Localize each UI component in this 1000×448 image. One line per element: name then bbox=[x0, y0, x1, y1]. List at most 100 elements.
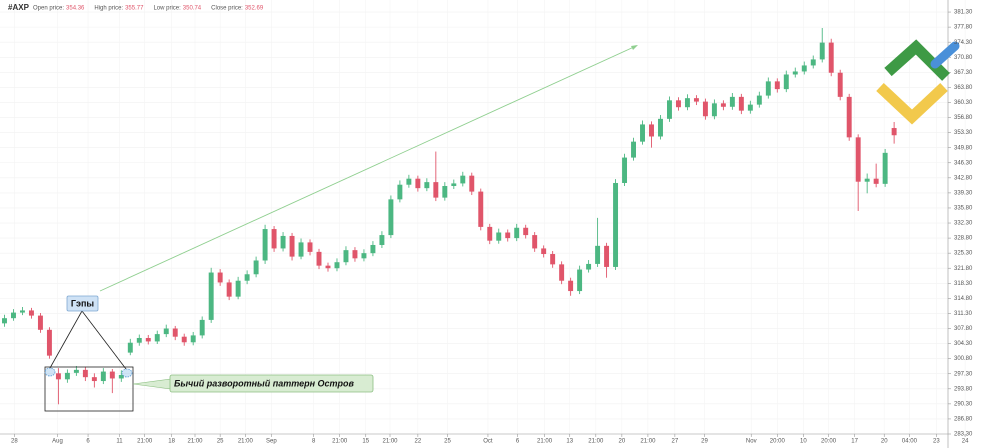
x-tick-label: 20:00 bbox=[770, 439, 786, 445]
y-tick-label: 367.30 bbox=[954, 70, 973, 76]
candle-body bbox=[864, 178, 870, 182]
candle-body bbox=[532, 235, 538, 249]
candle-body bbox=[873, 178, 879, 184]
y-tick-label: 297.30 bbox=[954, 371, 973, 377]
y-tick-label: 328.80 bbox=[954, 236, 973, 242]
candle-body bbox=[325, 265, 331, 269]
candle-body bbox=[217, 272, 223, 283]
candle-body bbox=[514, 227, 520, 239]
candle-body bbox=[711, 103, 717, 117]
candle-body bbox=[55, 373, 61, 380]
gap-circle bbox=[44, 367, 56, 377]
candle-body bbox=[19, 310, 25, 313]
x-tick-label: 23 bbox=[933, 439, 940, 445]
candle-body bbox=[406, 178, 412, 185]
candle-body bbox=[577, 269, 583, 292]
x-tick-label: 21:00 bbox=[238, 439, 254, 445]
y-tick-label: 307.80 bbox=[954, 326, 973, 332]
x-tick-label: 21:00 bbox=[537, 439, 553, 445]
candle-body bbox=[837, 72, 843, 97]
arrow-head bbox=[631, 45, 638, 50]
candle-body bbox=[244, 274, 250, 281]
candle-body bbox=[91, 377, 97, 382]
candle-body bbox=[253, 260, 259, 275]
candle-body bbox=[172, 328, 178, 337]
x-tick-label: 20 bbox=[618, 439, 625, 445]
candle-body bbox=[595, 245, 601, 264]
candle-body bbox=[666, 100, 672, 119]
candle-body bbox=[819, 42, 825, 60]
candle-body bbox=[226, 282, 232, 297]
candle-body bbox=[729, 96, 735, 107]
candles bbox=[2, 27, 897, 405]
x-tick-label: 17 bbox=[851, 439, 858, 445]
candle-body bbox=[675, 100, 681, 108]
x-tick-label: 22 bbox=[415, 439, 422, 445]
candle-body bbox=[640, 124, 645, 142]
y-tick-label: 381.30 bbox=[954, 10, 973, 16]
candle-body bbox=[235, 280, 241, 297]
callout-box bbox=[169, 374, 374, 393]
candle-body bbox=[424, 182, 430, 189]
gaps-label: Гэпы bbox=[71, 298, 95, 308]
candle-body bbox=[559, 264, 565, 281]
y-tick-label: 321.80 bbox=[954, 266, 973, 272]
candle-body bbox=[361, 253, 367, 259]
candle-body bbox=[343, 250, 349, 263]
x-tick-label: 21:00 bbox=[137, 439, 153, 445]
x-tick-label: 25 bbox=[217, 439, 224, 445]
candle-body bbox=[388, 199, 394, 236]
x-tick-label: 6 bbox=[516, 439, 520, 445]
gap-circle bbox=[121, 368, 133, 378]
x-tick-label: 21:00 bbox=[588, 439, 604, 445]
candle-body bbox=[613, 182, 619, 267]
candle-body bbox=[307, 242, 313, 252]
candle-body bbox=[738, 96, 744, 111]
pointer-line bbox=[49, 310, 83, 369]
candle-body bbox=[46, 329, 52, 356]
header-value: 350.74 bbox=[183, 6, 202, 12]
candle-body bbox=[73, 369, 79, 373]
candle-body bbox=[855, 137, 861, 182]
y-tick-label: 360.30 bbox=[954, 100, 973, 106]
y-tick-label: 286.80 bbox=[954, 417, 973, 423]
x-tick-label: 21:00 bbox=[640, 439, 656, 445]
candle-body bbox=[451, 183, 457, 186]
y-tick-label: 349.80 bbox=[954, 145, 973, 151]
candle-body bbox=[163, 328, 169, 335]
y-tick-label: 300.80 bbox=[954, 356, 973, 362]
y-tick-label: 339.30 bbox=[954, 190, 973, 196]
candle-body bbox=[828, 42, 834, 73]
y-tick-label: 290.30 bbox=[954, 401, 973, 407]
candle-body bbox=[469, 175, 475, 192]
grid bbox=[0, 0, 966, 437]
x-tick-label: 8 bbox=[312, 439, 316, 445]
x-tick-label: 6 bbox=[86, 439, 90, 445]
x-tick-label: Oct bbox=[483, 439, 493, 445]
header-label: Low price: bbox=[153, 6, 181, 12]
header-label: Open price: bbox=[33, 6, 64, 12]
pattern-label: Бычий разворотный паттерн Остров bbox=[174, 378, 355, 388]
y-tick-label: 374.30 bbox=[954, 40, 973, 46]
candle-body bbox=[792, 71, 798, 75]
x-tick-label: 28 bbox=[11, 439, 18, 445]
candle-body bbox=[82, 369, 88, 378]
candle-body bbox=[478, 191, 484, 227]
candle-body bbox=[145, 337, 151, 342]
candle-body bbox=[684, 98, 690, 108]
candle-body bbox=[370, 244, 376, 254]
candle-body bbox=[649, 124, 654, 137]
candle-body bbox=[460, 175, 466, 184]
x-tick-label: 11 bbox=[116, 439, 123, 445]
candle-body bbox=[496, 232, 502, 241]
ticker: #AXP bbox=[8, 3, 30, 12]
x-tick-label: 25 bbox=[444, 439, 451, 445]
candle-body bbox=[541, 248, 547, 255]
candle-body bbox=[11, 312, 16, 319]
x-tick-label: 10 bbox=[800, 439, 807, 445]
candle-body bbox=[702, 101, 708, 117]
pointer-line bbox=[81, 310, 127, 370]
candle-body bbox=[765, 81, 771, 96]
y-tick-label: 325.30 bbox=[954, 251, 973, 257]
x-tick-label: 21:00 bbox=[187, 439, 203, 445]
